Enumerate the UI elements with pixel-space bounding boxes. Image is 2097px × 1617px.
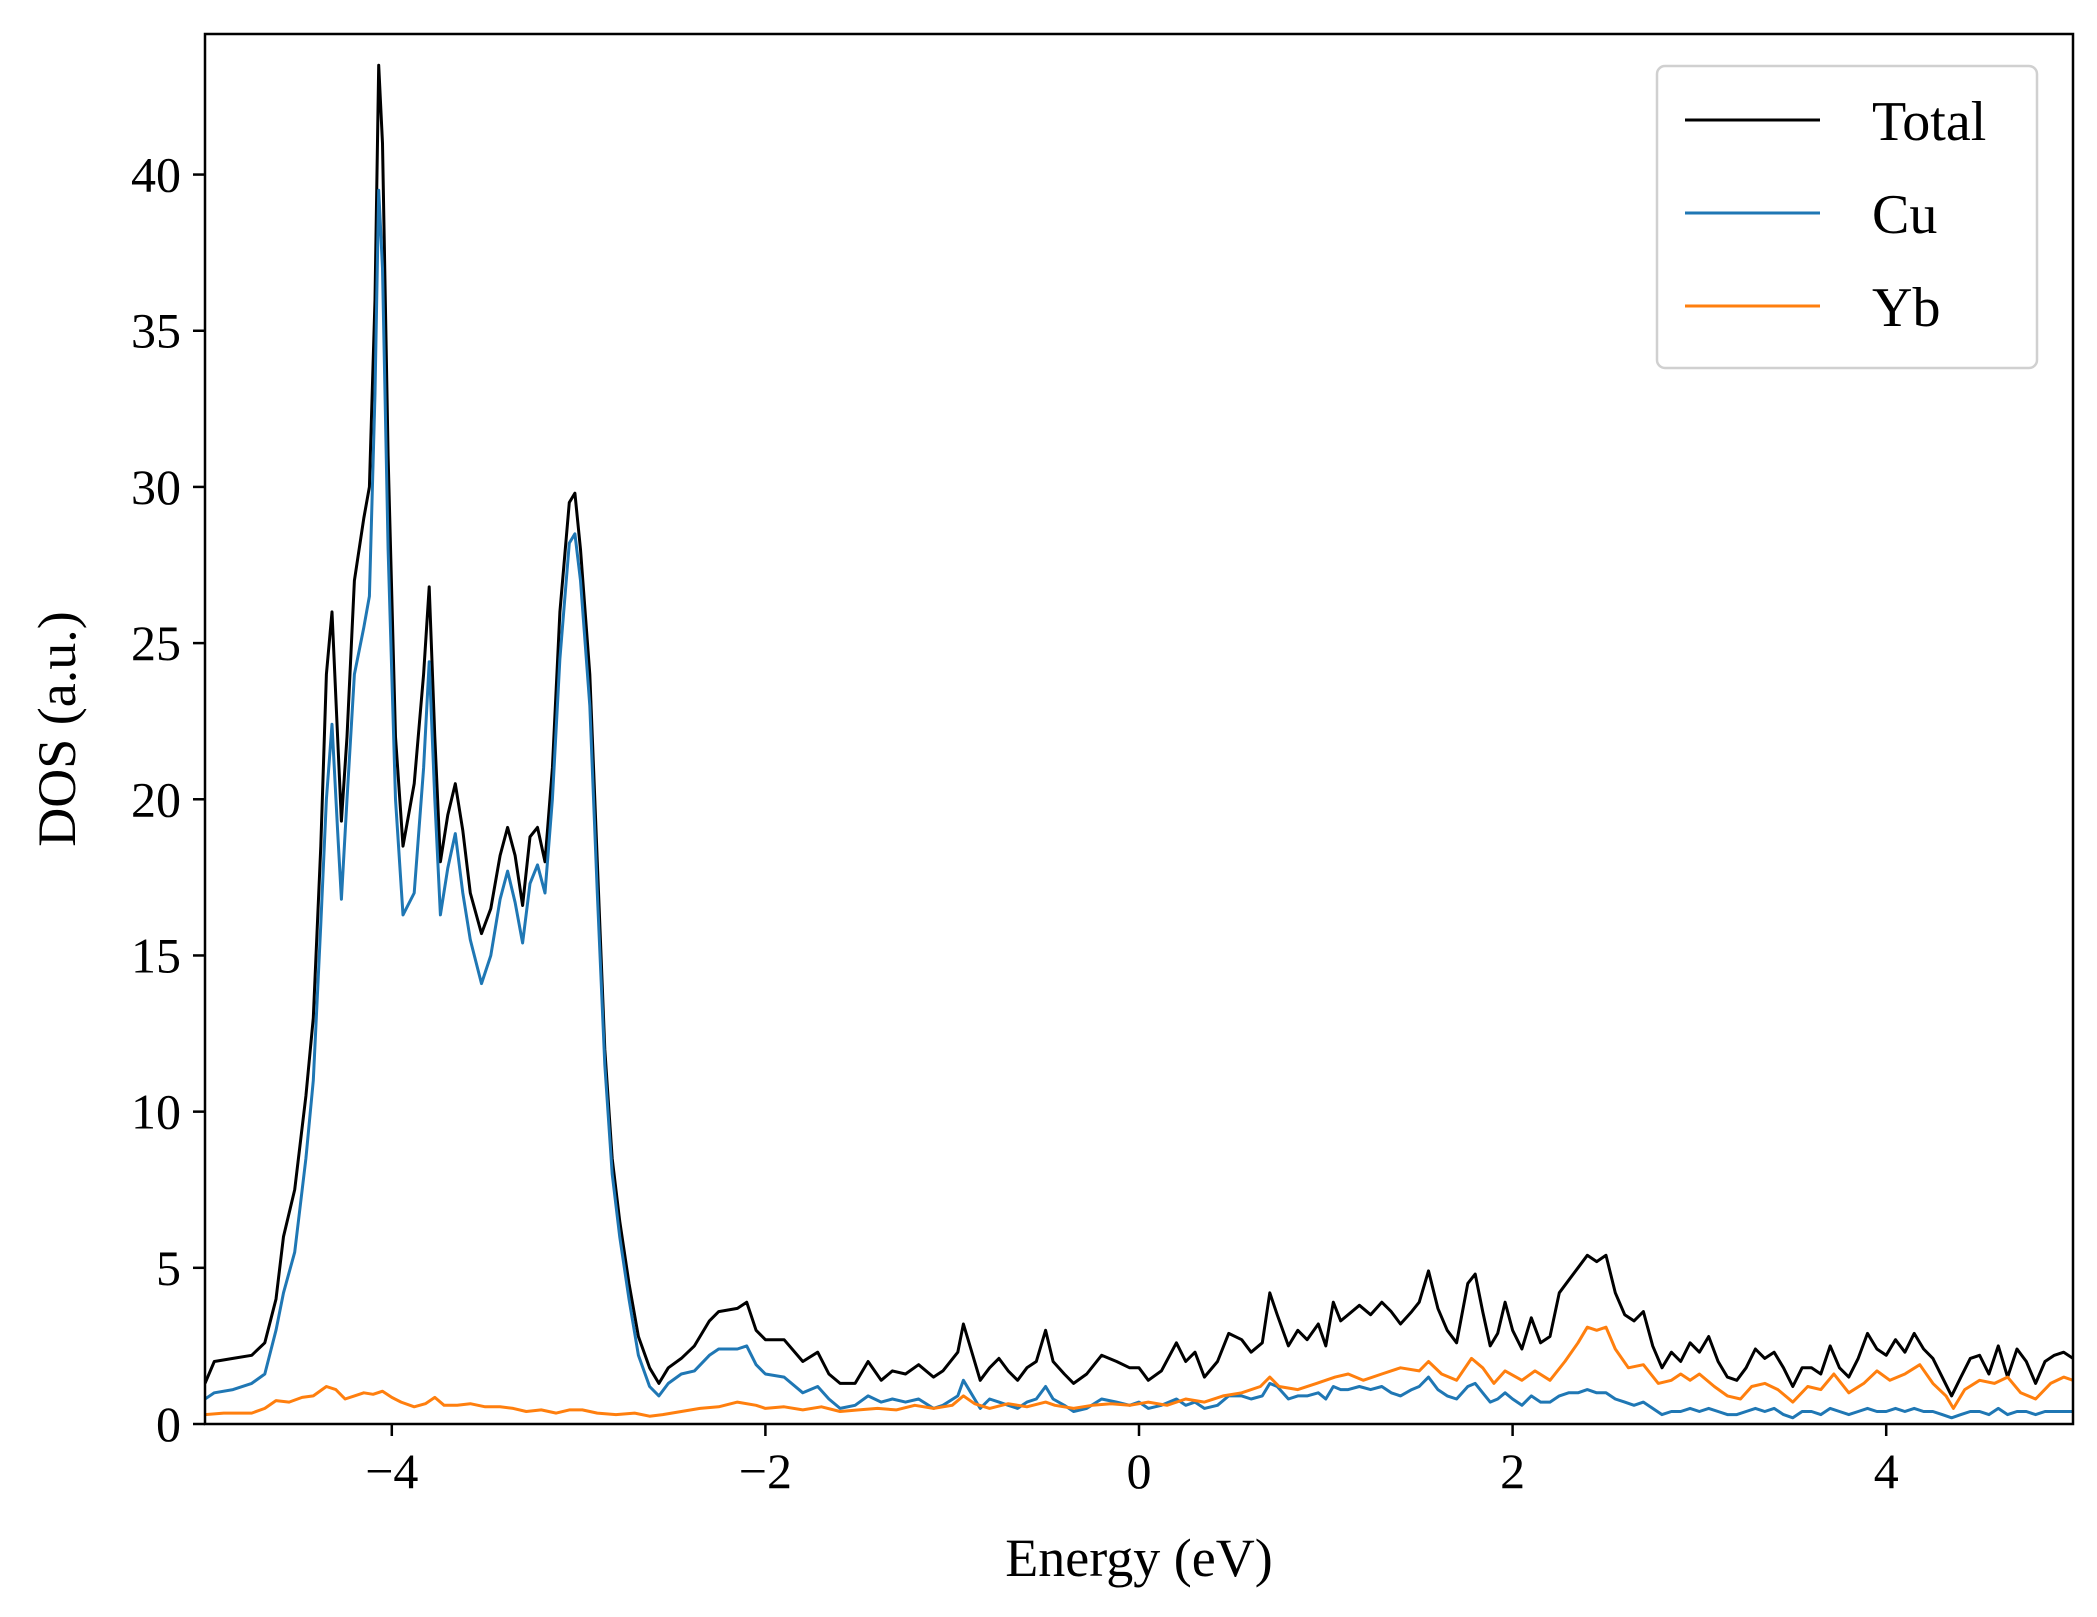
y-axis: 0 5 10 15 20 25 30 35 40	[131, 147, 205, 1452]
y-tick-label: 25	[131, 615, 181, 671]
y-axis-label: DOS (a.u.)	[27, 611, 87, 846]
legend: Total Cu Yb	[1655, 64, 2039, 370]
y-tick-label: 30	[131, 459, 181, 515]
legend-box	[1655, 64, 2039, 370]
x-tick-label: 2	[1500, 1443, 1525, 1499]
x-tick-label: 0	[1127, 1443, 1152, 1499]
series-line-total	[205, 63, 2073, 1398]
y-tick-label: 15	[131, 927, 181, 983]
series-line-cu	[205, 188, 2073, 1420]
series-line-yb	[205, 1325, 2073, 1418]
legend-label-total: Total	[1872, 91, 1986, 153]
y-tick-label: 5	[156, 1240, 181, 1296]
y-tick-label: 20	[131, 771, 181, 827]
x-tick-label: −4	[365, 1443, 418, 1499]
x-axis-label: Energy (eV)	[1005, 1528, 1272, 1588]
series-layer	[205, 63, 2073, 1420]
y-tick-label: 10	[131, 1084, 181, 1140]
y-tick-label: 0	[156, 1396, 181, 1452]
legend-label-cu: Cu	[1872, 184, 1937, 246]
legend-label-yb: Yb	[1872, 277, 1940, 339]
x-axis: −4 −2 0 2 4	[365, 1424, 1899, 1499]
y-tick-label: 35	[131, 303, 181, 359]
x-tick-label: 4	[1874, 1443, 1899, 1499]
y-tick-label: 40	[131, 147, 181, 203]
x-tick-label: −2	[739, 1443, 792, 1499]
